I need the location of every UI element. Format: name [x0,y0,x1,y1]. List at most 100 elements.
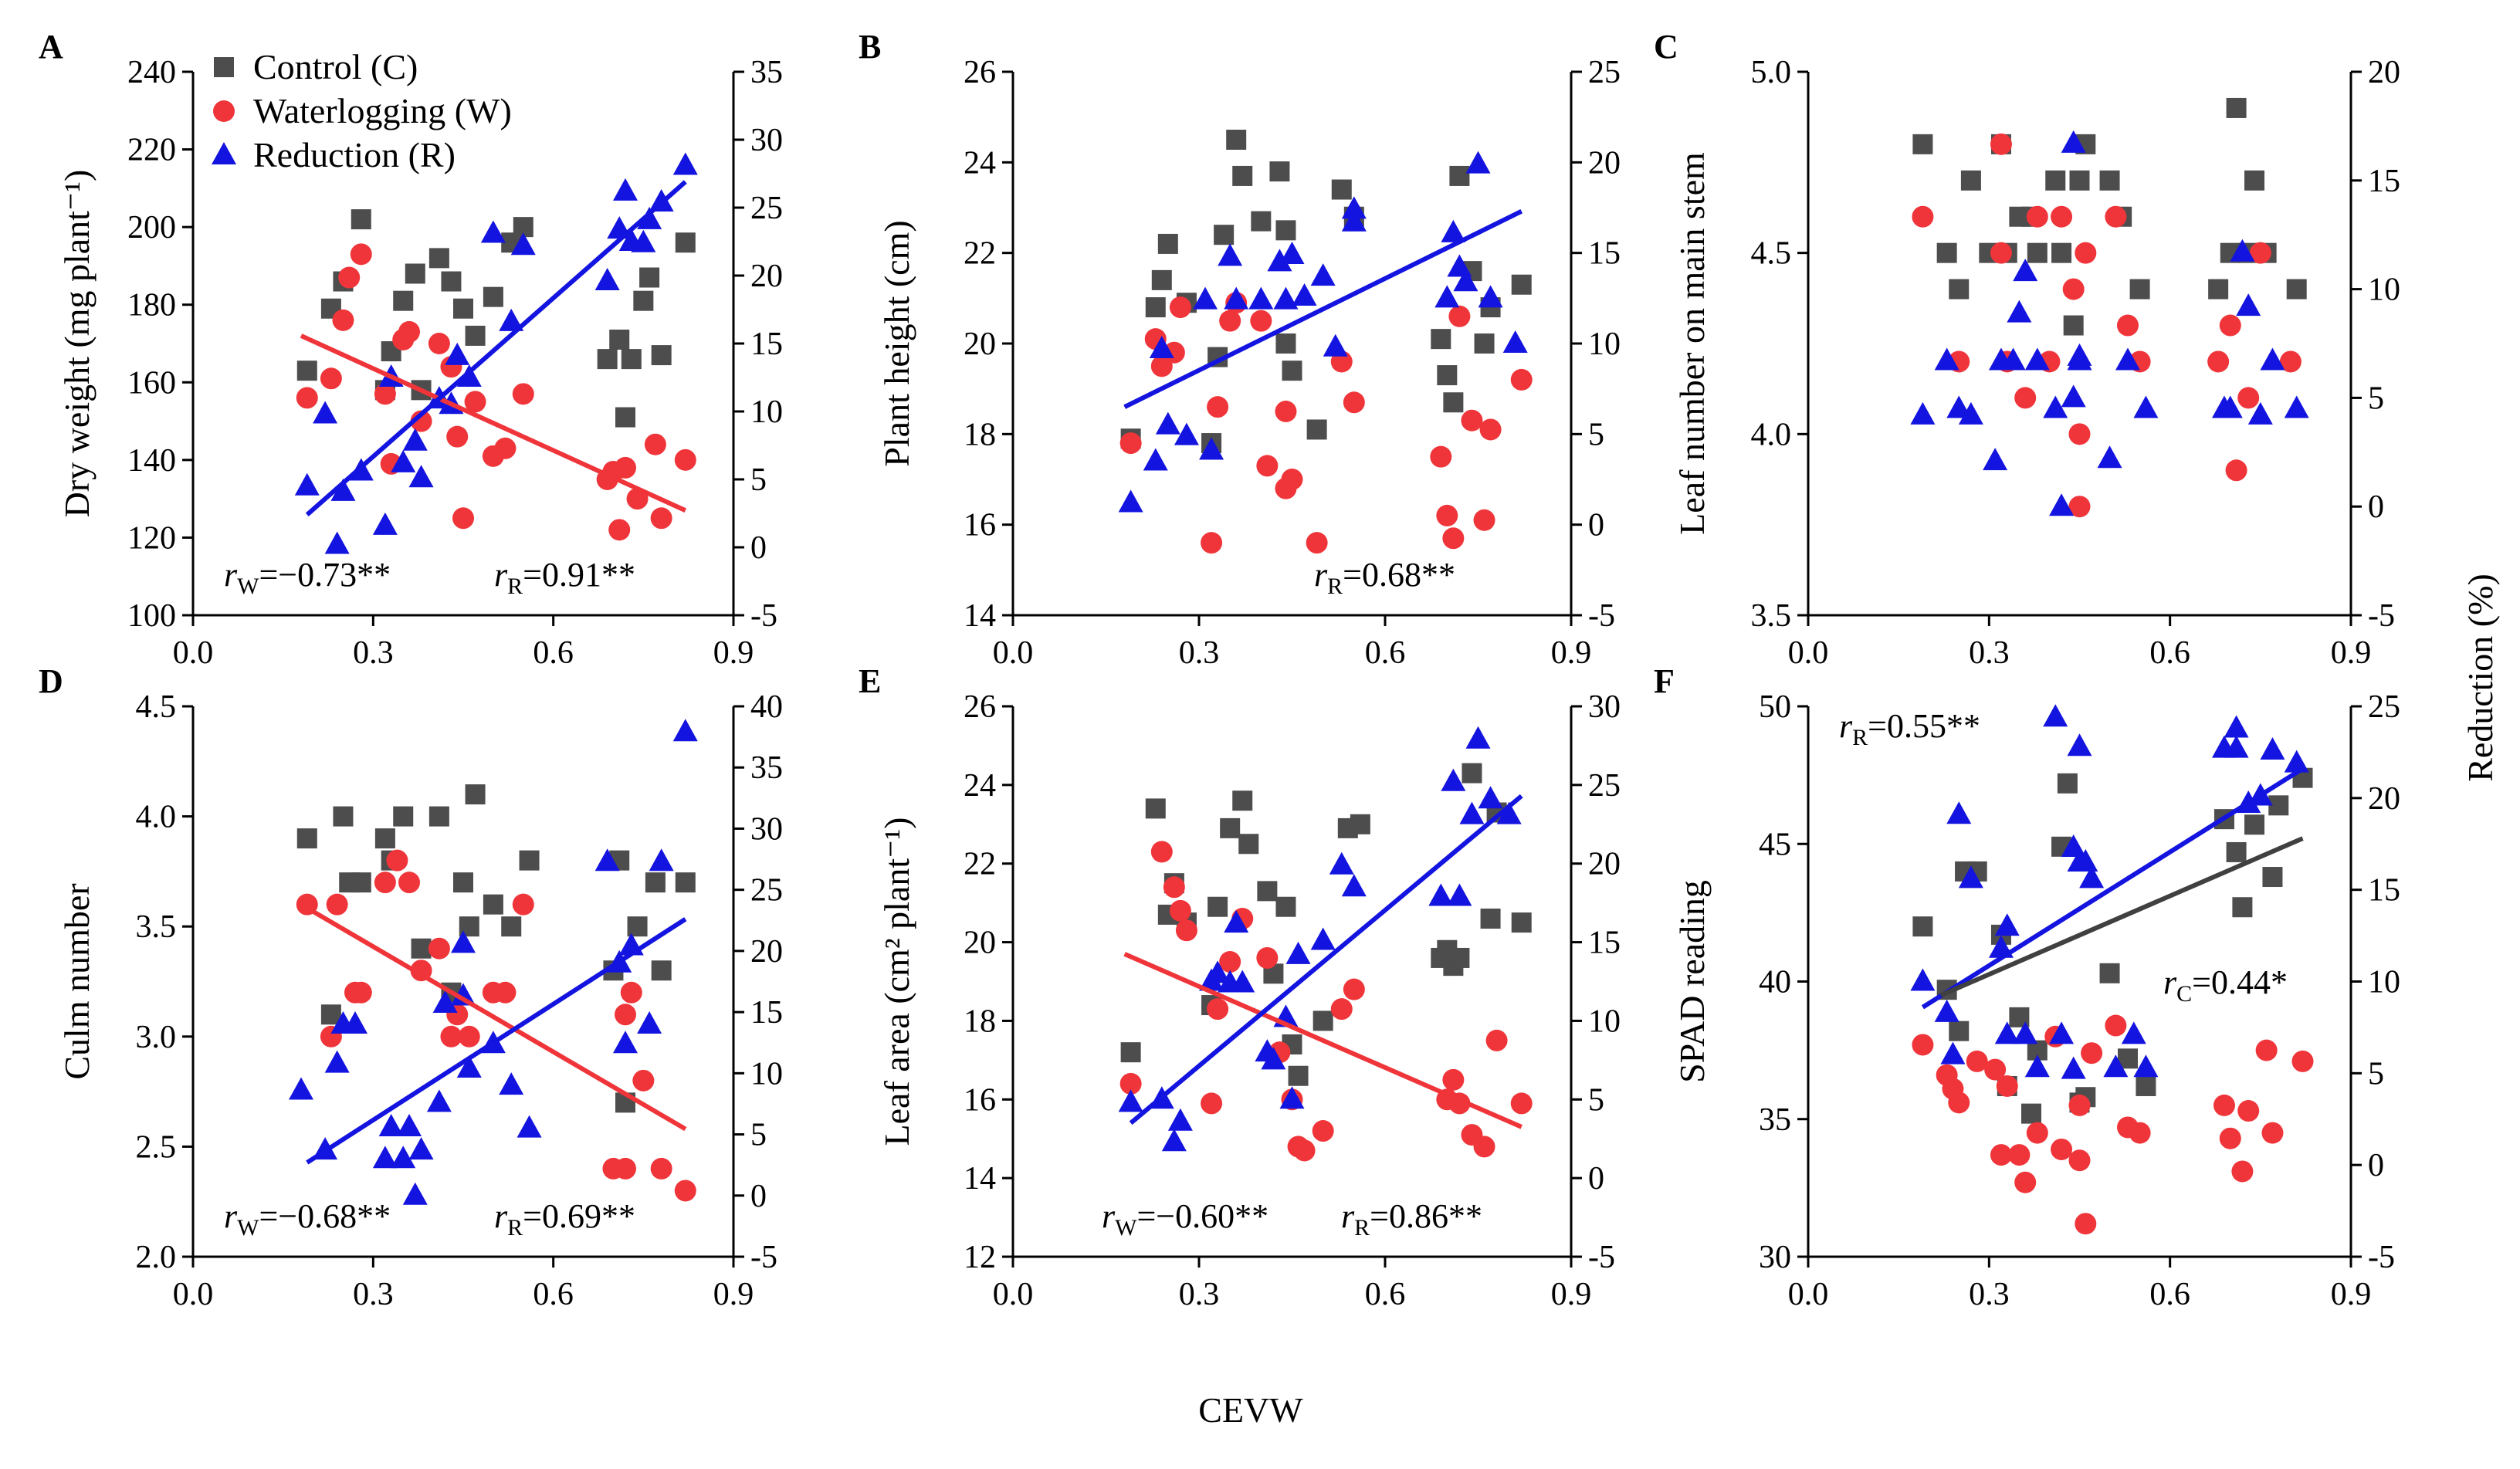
data-point [1447,883,1472,906]
data-point [631,229,656,252]
data-point [1442,527,1465,550]
data-point [2057,773,2078,794]
data-point [2133,1054,2159,1078]
data-point [451,930,476,953]
data-point [1428,883,1454,906]
data-point [1219,951,1241,973]
data-point [1230,970,1255,993]
panel-f: 0.0 0.3 0.6 0.9 30 35 40 45 50 -5 0 5 10 15 20 25 F SPAD … [1654,662,2400,1312]
series-waterlogging-w [1912,133,2302,518]
y-tick-label: 4.5 [1751,236,1792,272]
data-point [432,990,458,1014]
data-point [1910,968,1936,991]
data-point [1448,305,1471,327]
data-point [452,507,474,530]
y2-tick-label: 5 [1588,417,1604,452]
data-point [428,806,449,827]
data-point [1323,333,1348,357]
data-point [320,367,342,390]
panel-letter: B [859,28,881,66]
y-tick-label: 24 [964,768,996,804]
data-point [330,478,356,501]
data-point [1948,1092,1970,1114]
y-tick-label: 3.5 [1751,598,1792,634]
data-point [1273,286,1299,310]
data-point [2075,242,2097,264]
y2-tick-label: 30 [1588,689,1621,725]
data-point [296,828,317,849]
fit-line-waterlogging-w [300,902,687,1132]
data-point [1958,865,1983,889]
series-control-c [1912,97,2307,336]
y-tick-label: 50 [1759,689,1791,725]
data-point [1996,1075,2018,1097]
data-point [1459,801,1485,824]
data-point [2024,1054,2050,1078]
y2-tick-label: -5 [750,1240,777,1275]
data-point [1193,286,1218,310]
data-point [651,345,672,366]
data-point [2244,814,2265,835]
data-point [441,271,462,292]
correlation-annotation: rC=0.44* [2163,963,2288,1007]
data-point [393,290,414,311]
data-point [1232,165,1253,186]
data-point [519,850,540,871]
data-point [1990,242,2012,264]
data-point [2226,841,2247,862]
data-point [405,263,425,284]
data-point [1257,881,1278,902]
data-point [1175,919,1197,942]
data-point [2219,1127,2241,1149]
fit-line-reduction-r [1921,767,2305,1010]
data-point [451,983,476,1006]
data-point [2051,242,2072,263]
data-point [499,1072,524,1095]
data-point [1275,896,1296,917]
correlation-annotation: rR=0.68** [1314,556,1455,599]
x-tick-label: 0.9 [1551,635,1592,671]
data-point [1510,368,1533,391]
data-point [620,981,642,1004]
data-point [633,290,654,311]
data-point [2099,963,2120,983]
data-point [2026,1122,2048,1144]
data-point [1312,1120,1334,1142]
data-point [393,806,414,827]
data-point [2208,279,2229,300]
data-point [1994,913,2020,936]
data-point [326,893,348,916]
data-point [1275,333,1296,354]
data-point [1312,1010,1333,1031]
data-point [1279,242,1305,265]
y2-tick-label: 35 [750,55,783,90]
data-point [2014,387,2037,409]
data-point [650,1157,672,1180]
data-point [1330,998,1353,1021]
series-reduction-r [1118,151,1528,513]
data-point [517,1115,542,1138]
x-tick-label: 0.9 [2331,635,2372,671]
data-point [2226,97,2247,118]
y2-tick-label: 0 [2368,489,2384,525]
y2-tick-label: 5 [2368,381,2384,416]
y-tick-label: 18 [964,1004,996,1039]
series-waterlogging-w [296,849,696,1202]
data-point [2027,242,2048,263]
data-point [440,1025,462,1048]
data-point [1269,161,1290,182]
data-point [1436,504,1458,526]
fit-line-waterlogging-w [1123,952,1522,1129]
data-point [2232,897,2253,918]
data-point [1343,978,1365,1000]
fit-line-waterlogging-w [300,333,687,513]
fit-line-reduction-r [1129,794,1523,1125]
data-point [2014,1171,2037,1193]
data-point [313,401,338,424]
x-axis-label: CEVW [1198,1390,1303,1430]
y-tick-label: 140 [127,443,176,479]
data-point [2237,387,2260,409]
x-tick-label: 0.9 [2331,1277,2372,1312]
data-point [1288,1065,1309,1086]
